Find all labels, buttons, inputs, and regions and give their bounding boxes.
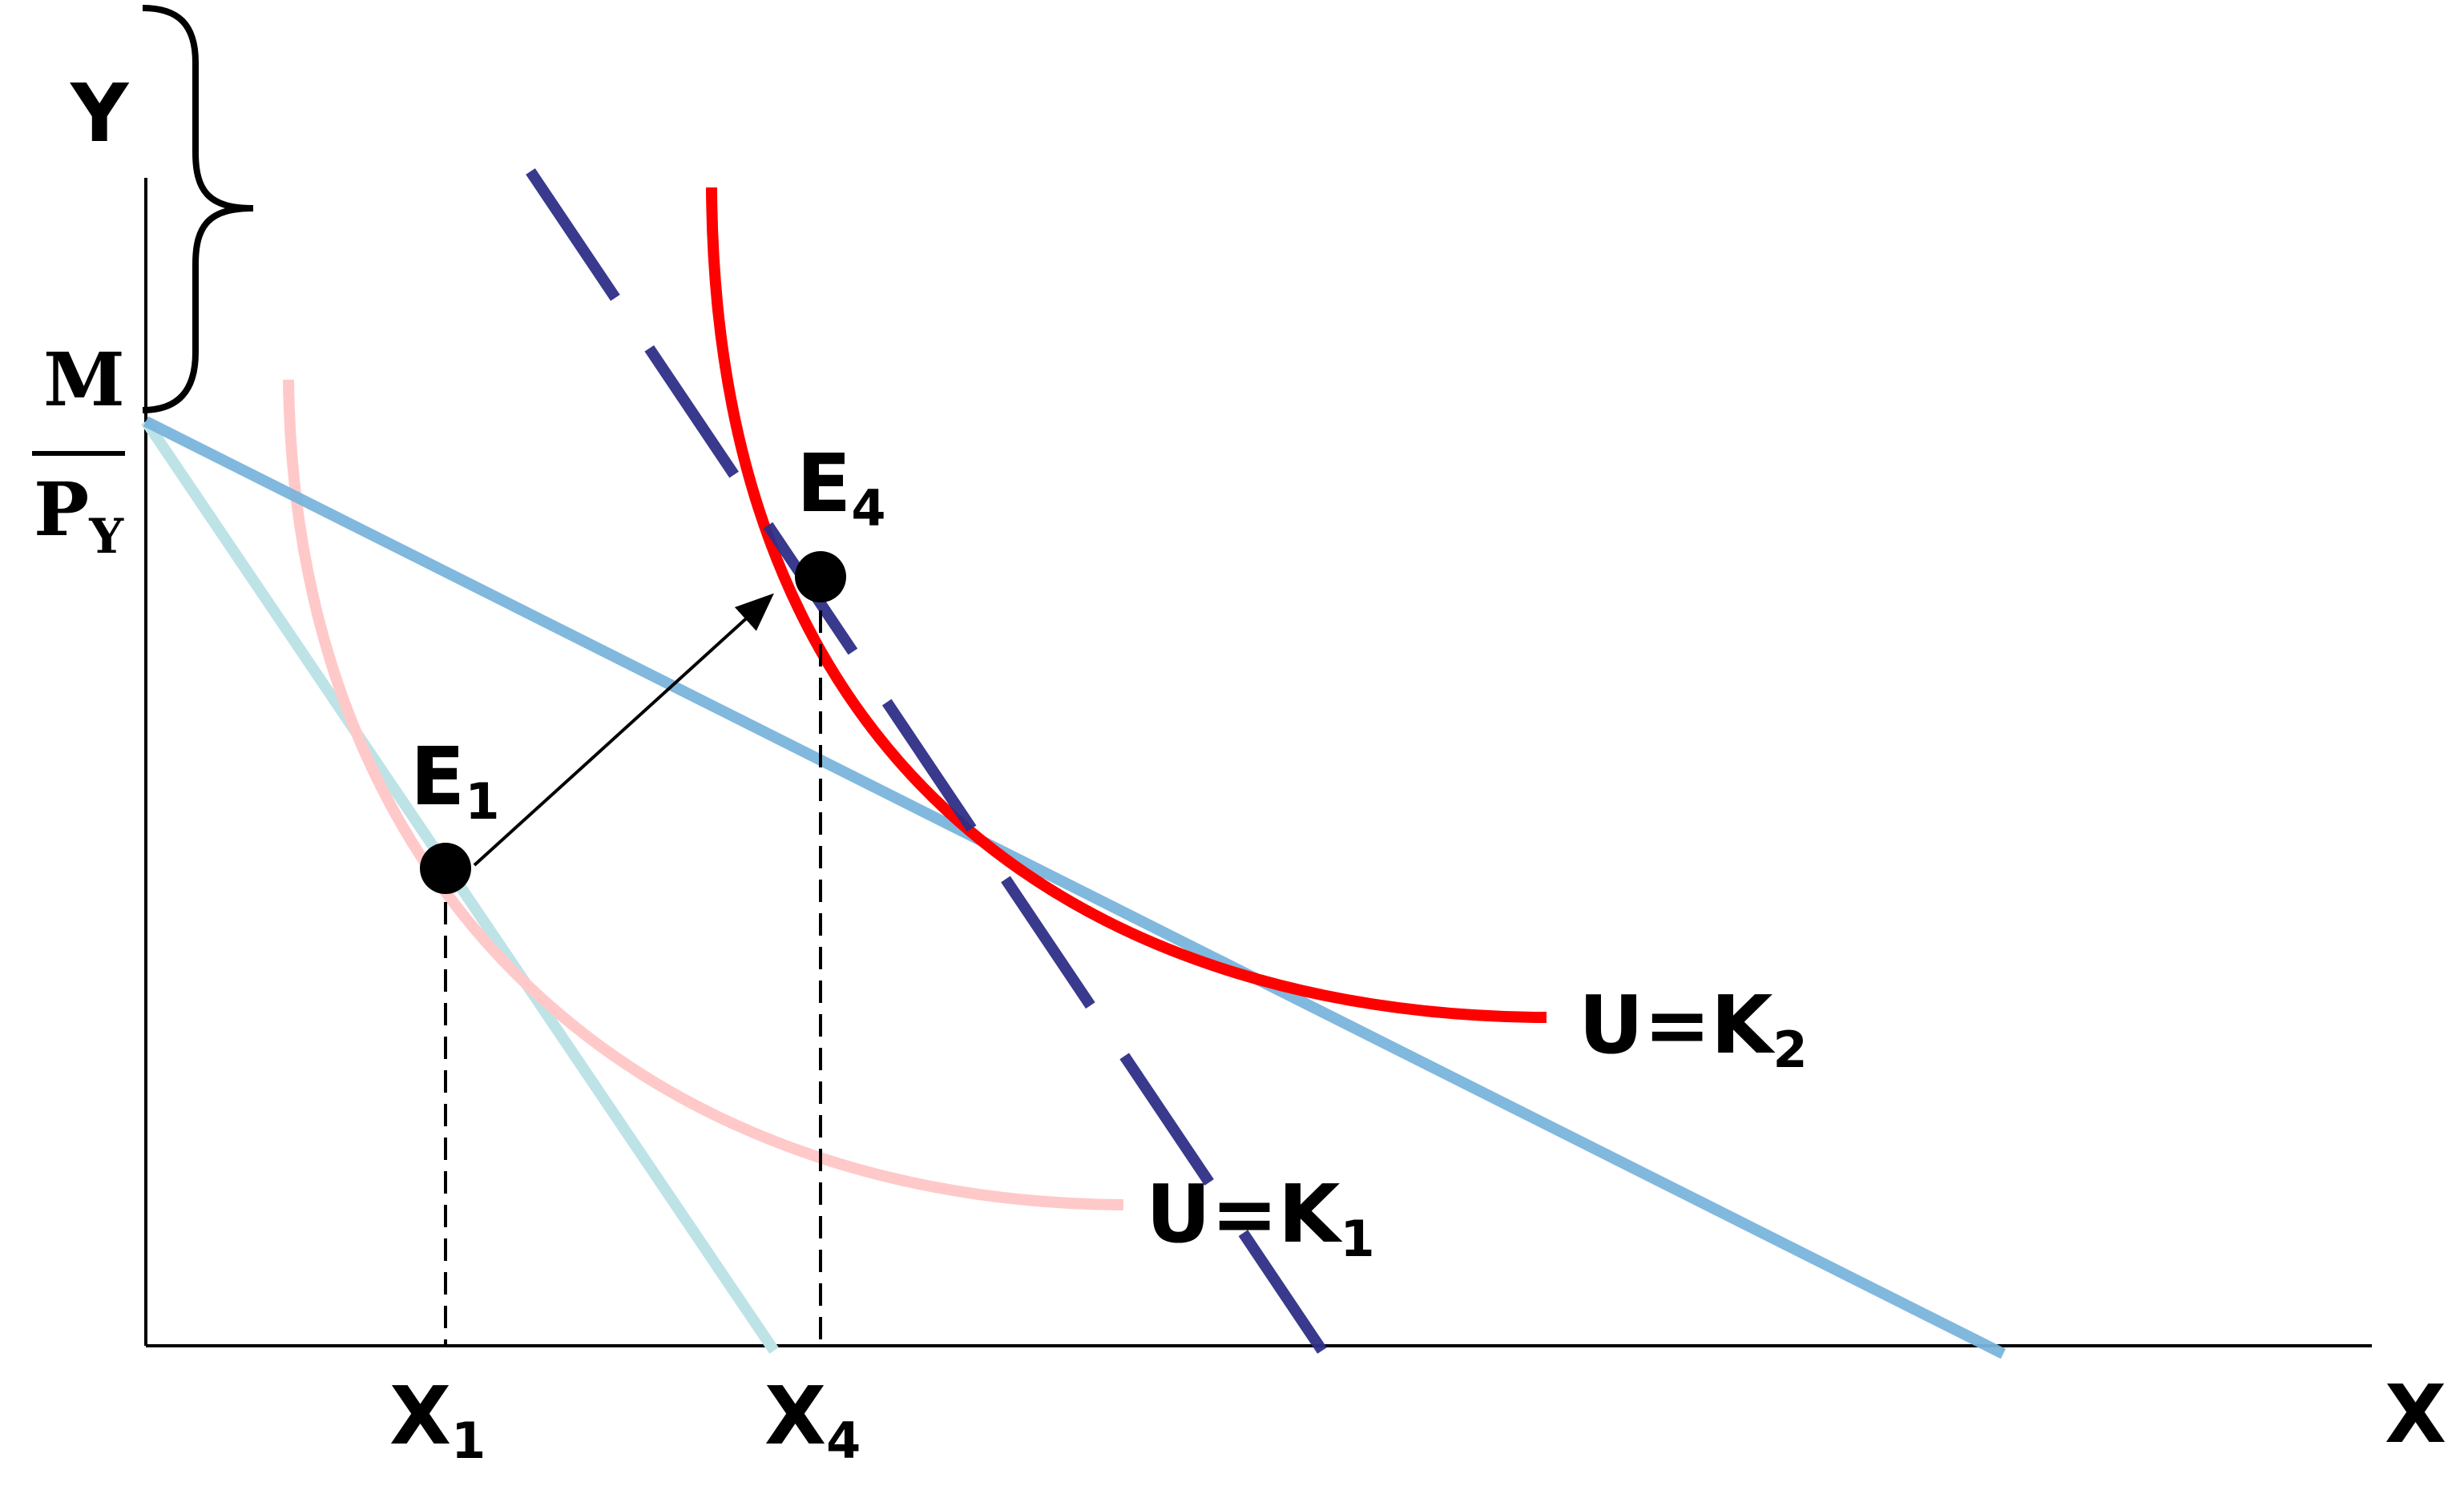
y-brace xyxy=(142,5,254,413)
compensated-budget-line xyxy=(526,168,1327,1354)
point-e4-label: E4 xyxy=(796,437,885,538)
intercept-denominator: PY xyxy=(34,466,124,565)
point-e1-label: E1 xyxy=(410,730,499,831)
point-e4 xyxy=(795,551,846,602)
tick-x4-label: X4 xyxy=(764,1369,861,1470)
curve-k2-label: U=K2 xyxy=(1579,978,1808,1079)
indifference-curve-k1 xyxy=(283,379,1124,1210)
point-e1 xyxy=(420,843,471,894)
shift-arrow xyxy=(473,593,774,867)
intercept-numerator: M xyxy=(43,336,125,423)
curve-k1-label: U=K1 xyxy=(1146,1167,1375,1268)
y-axis-label: Y xyxy=(70,66,130,160)
indifference-curve-k2 xyxy=(706,187,1547,1023)
rotated-budget-line xyxy=(143,416,2006,1359)
tick-x1-label: X1 xyxy=(389,1369,486,1470)
x-axis-label: X xyxy=(2385,1367,2446,1461)
